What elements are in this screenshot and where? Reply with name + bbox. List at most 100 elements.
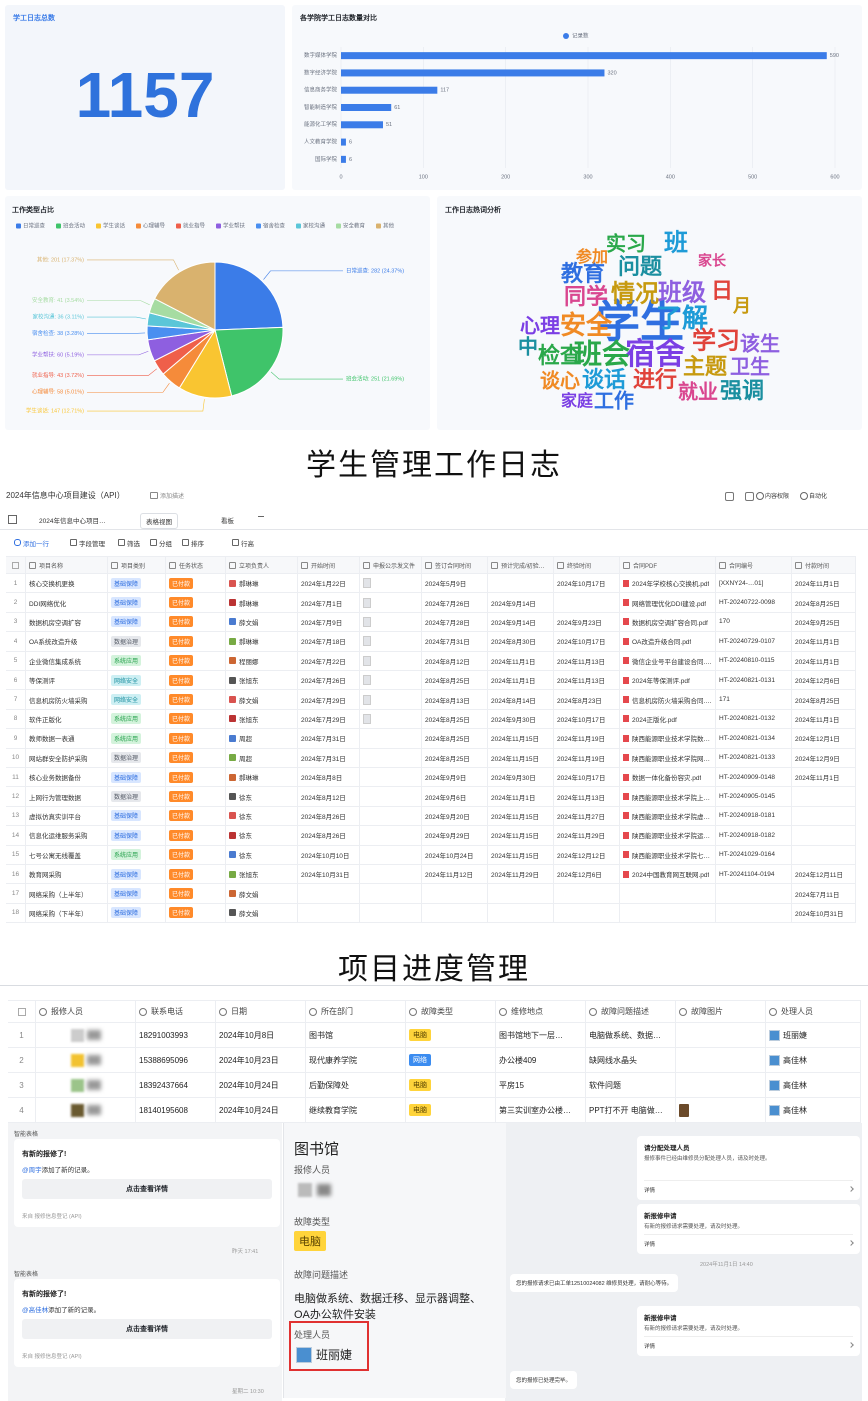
detail-button[interactable]: 点击查看详情 [22,1179,272,1199]
cell-text: 2024年7月26日 [425,600,470,608]
table-cell: 2024年11月19日 [554,729,620,749]
attachment-thumb [363,675,371,686]
notice-link[interactable]: 详情 [644,1242,656,1248]
pdf-icon [623,773,629,781]
notice-link[interactable]: 详情 [644,1188,656,1194]
table-cell: 2024年11月1日 [488,651,554,671]
cloud-word: 谈心 [540,368,580,392]
cell-text: 2024年12月1日 [795,736,840,744]
cell-text: 缺网线水晶头 [589,1055,637,1065]
table-cell: 网站群安全防护采购 [26,748,108,768]
column-header: 故障类型 [406,1000,496,1023]
toolbar-button[interactable]: 分组 [159,541,172,548]
table-cell: 171 [716,690,792,710]
notice-text: 有新的报修请求需要处理，请及时处理。 [644,1224,744,1230]
data-label: 6 [349,140,352,146]
tag: 网络 [409,1054,431,1066]
toolbar-button[interactable]: 字段管理 [79,541,105,548]
header-icon [795,561,802,569]
cell-text: 2024年11月1日 [491,794,536,802]
view-tab[interactable]: 2024年信息中心项目… [39,518,106,525]
toolbar-button[interactable]: 行高 [241,541,254,548]
legend-swatch [56,223,61,229]
header-label: 故障类型 [421,1007,453,1016]
attachment-thumb [363,616,371,627]
caption: 项目进度管理 [338,953,530,986]
cell-text: 2024年11月13日 [557,678,605,686]
column-header: 预计完成/初验时间 [488,556,554,574]
cell-text: 18140195608 [139,1105,188,1115]
legend-label: 家校沟通 [303,221,326,229]
column-header: 所在部门 [306,1000,406,1023]
table-cell: 虚拟仿真实训平台 [26,806,108,827]
table-cell: 2024年12月6日 [554,865,620,885]
table-cell: 网络安全 [108,671,166,691]
notice-text: 报修事件已经由维修员分配处理人员，请及时处理。 [644,1156,771,1162]
table-cell: 17 [6,884,26,904]
cloud-word: 该生 [740,331,780,355]
detail-button[interactable]: 点击查看详情 [22,1319,272,1339]
cell-text: 2024年11月13日 [557,794,605,802]
table-cell: 基础保障 [108,903,166,924]
cell-text: 2 [13,599,18,607]
table-cell: 电脑 [406,1023,496,1048]
toolbar-button[interactable]: 排序 [191,541,204,548]
table-cell: 2024年1月22日 [298,574,360,594]
pdf-icon [623,851,629,859]
cell-text: 2024年7月31日 [425,639,470,647]
cloud-word: 情况 [611,280,659,307]
header-label: 日期 [231,1007,247,1016]
leader-line [263,270,343,280]
table-cell: 网络采购（上半年） [26,884,108,904]
header-icon [139,1007,147,1016]
cell-text: 平房15 [499,1080,524,1090]
view-tab[interactable]: 看板 [221,518,234,525]
toolbar-button[interactable]: 添加一行 [23,541,49,548]
header-icon [111,561,118,569]
cloud-word: 月 [732,296,751,316]
table-cell: 2024年7月18日 [298,632,360,652]
cell-text: 2024年11月1日 [491,658,536,666]
table-cell: 基础保障 [108,612,166,633]
table-cell: 已付款 [166,709,226,730]
cell-text: 2024年7月22日 [301,658,346,666]
header-label: 付款时间 [805,563,830,570]
notice-link[interactable]: 详情 [644,1344,656,1350]
cell-text: 15388695096 [139,1055,188,1065]
table-cell: 2024年9月14日 [488,612,554,633]
table-cell: 2024年5月9日 [422,574,488,594]
handler-avatar [769,1054,780,1066]
view-tab[interactable]: 表格视图 [140,513,178,529]
source: 来自 报修信息登记 (API) [22,1354,82,1360]
notice-text: 有新的报修请求需要处理，请及时处理。 [644,1326,744,1332]
cell-text: 郝琳琳 [239,639,259,647]
table-cell: 周超 [226,729,298,749]
cell-text: HT-20240918-0181 [719,812,776,820]
table-cell: 微信企业号平台建设合同.pdf [620,651,716,671]
avatar [229,715,236,723]
tag: 系统应用 [111,655,142,667]
table-cell: 2024年9月30日 [488,709,554,730]
table-cell: 陕西能源职业技术学院运维.pdf [620,826,716,846]
table-cell [488,903,554,924]
table-cell: 2024年8月13日 [422,690,488,710]
cell-text: 14 [11,831,20,839]
table-cell [422,884,488,904]
notice-card: 请分配处理人员 报修事件已经由维修员分配处理人员，请及时处理。 详情 [637,1136,860,1200]
table-cell [360,748,422,768]
action-button[interactable]: 内容权限 [765,494,790,500]
toolbar-button[interactable]: 筛选 [127,541,140,548]
handler-avatar [769,1079,780,1091]
cell-text: 2024年8月25日 [425,736,470,744]
cell-text: 2024年8月25日 [425,755,470,763]
cell-text: HT-20240810-0115 [719,657,775,665]
cell-text: 郝琳琳 [239,775,259,783]
y-tick-label: 数字经济学院 [304,68,338,76]
action-button[interactable]: 自动化 [809,494,828,500]
legend-swatch [376,223,381,229]
toolbar-icon [118,539,125,546]
column-header: 合同编号 [716,556,792,574]
table-cell: 软件问题 [586,1073,676,1098]
table-cell: 张旭东 [226,865,298,885]
chat-bubble: 您的报修请求已由工单12510024082 维修员处理，请耐心等待。 [510,1274,679,1292]
